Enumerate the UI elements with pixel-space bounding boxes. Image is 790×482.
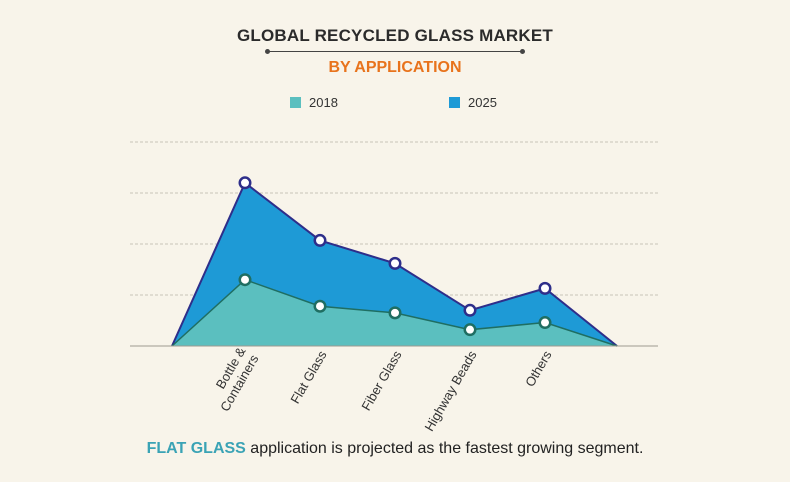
marker-inner [466,306,474,315]
marker-2025-1 [238,176,252,190]
legend-item-2025: 2025 [449,95,497,110]
legend-label-2025: 2025 [468,95,497,110]
category-labels: Bottle &Containers Flat Glass Fiber Glass H… [204,344,555,434]
chart-subtitle: BY APPLICATION [328,59,462,76]
marker-inner [541,284,549,293]
marker-2018-3 [388,306,402,320]
legend-label-2018: 2018 [309,95,338,110]
divider-dot-right [520,48,525,54]
footnote-highlight: FLAT GLASS [146,440,246,457]
category-label-4: Highway Beads [421,348,479,434]
marker-2018-1 [238,273,252,287]
category-label-3: Fiber Glass [358,348,404,413]
category-label-2: Flat Glass [287,348,329,407]
marker-inner [241,275,249,284]
category-label-line: Others [522,348,555,390]
marker-inner [391,308,399,317]
footnote-text: application is projected as the fastest … [245,440,644,457]
data-markers [238,176,552,337]
marker-2025-3 [388,256,402,270]
legend-swatch-2025 [449,97,460,108]
footnote: FLAT GLASS application is projected as t… [0,440,790,458]
marker-2025-5 [538,281,552,295]
category-label-line: Highway Beads [421,348,479,434]
marker-inner [391,259,399,268]
category-label-line: Fiber Glass [358,348,404,413]
marker-2025-2 [313,233,327,247]
marker-2018-2 [313,299,327,313]
marker-2018-5 [538,316,552,330]
marker-2018-4 [463,323,477,337]
marker-inner [316,302,324,311]
marker-inner [541,318,549,327]
category-label-5: Others [522,348,555,390]
marker-2025-4 [463,303,477,317]
chart-title: GLOBAL RECYCLED GLASS MARKET [236,26,554,45]
marker-inner [466,325,474,334]
legend-item-2018: 2018 [290,95,338,110]
category-label-line: Flat Glass [287,348,329,407]
marker-inner [316,236,324,245]
legend-swatch-2018 [290,97,301,108]
divider-dot-left [265,48,270,54]
category-label-1: Bottle &Containers [204,344,262,414]
title-divider [265,48,525,54]
marker-inner [241,178,249,187]
